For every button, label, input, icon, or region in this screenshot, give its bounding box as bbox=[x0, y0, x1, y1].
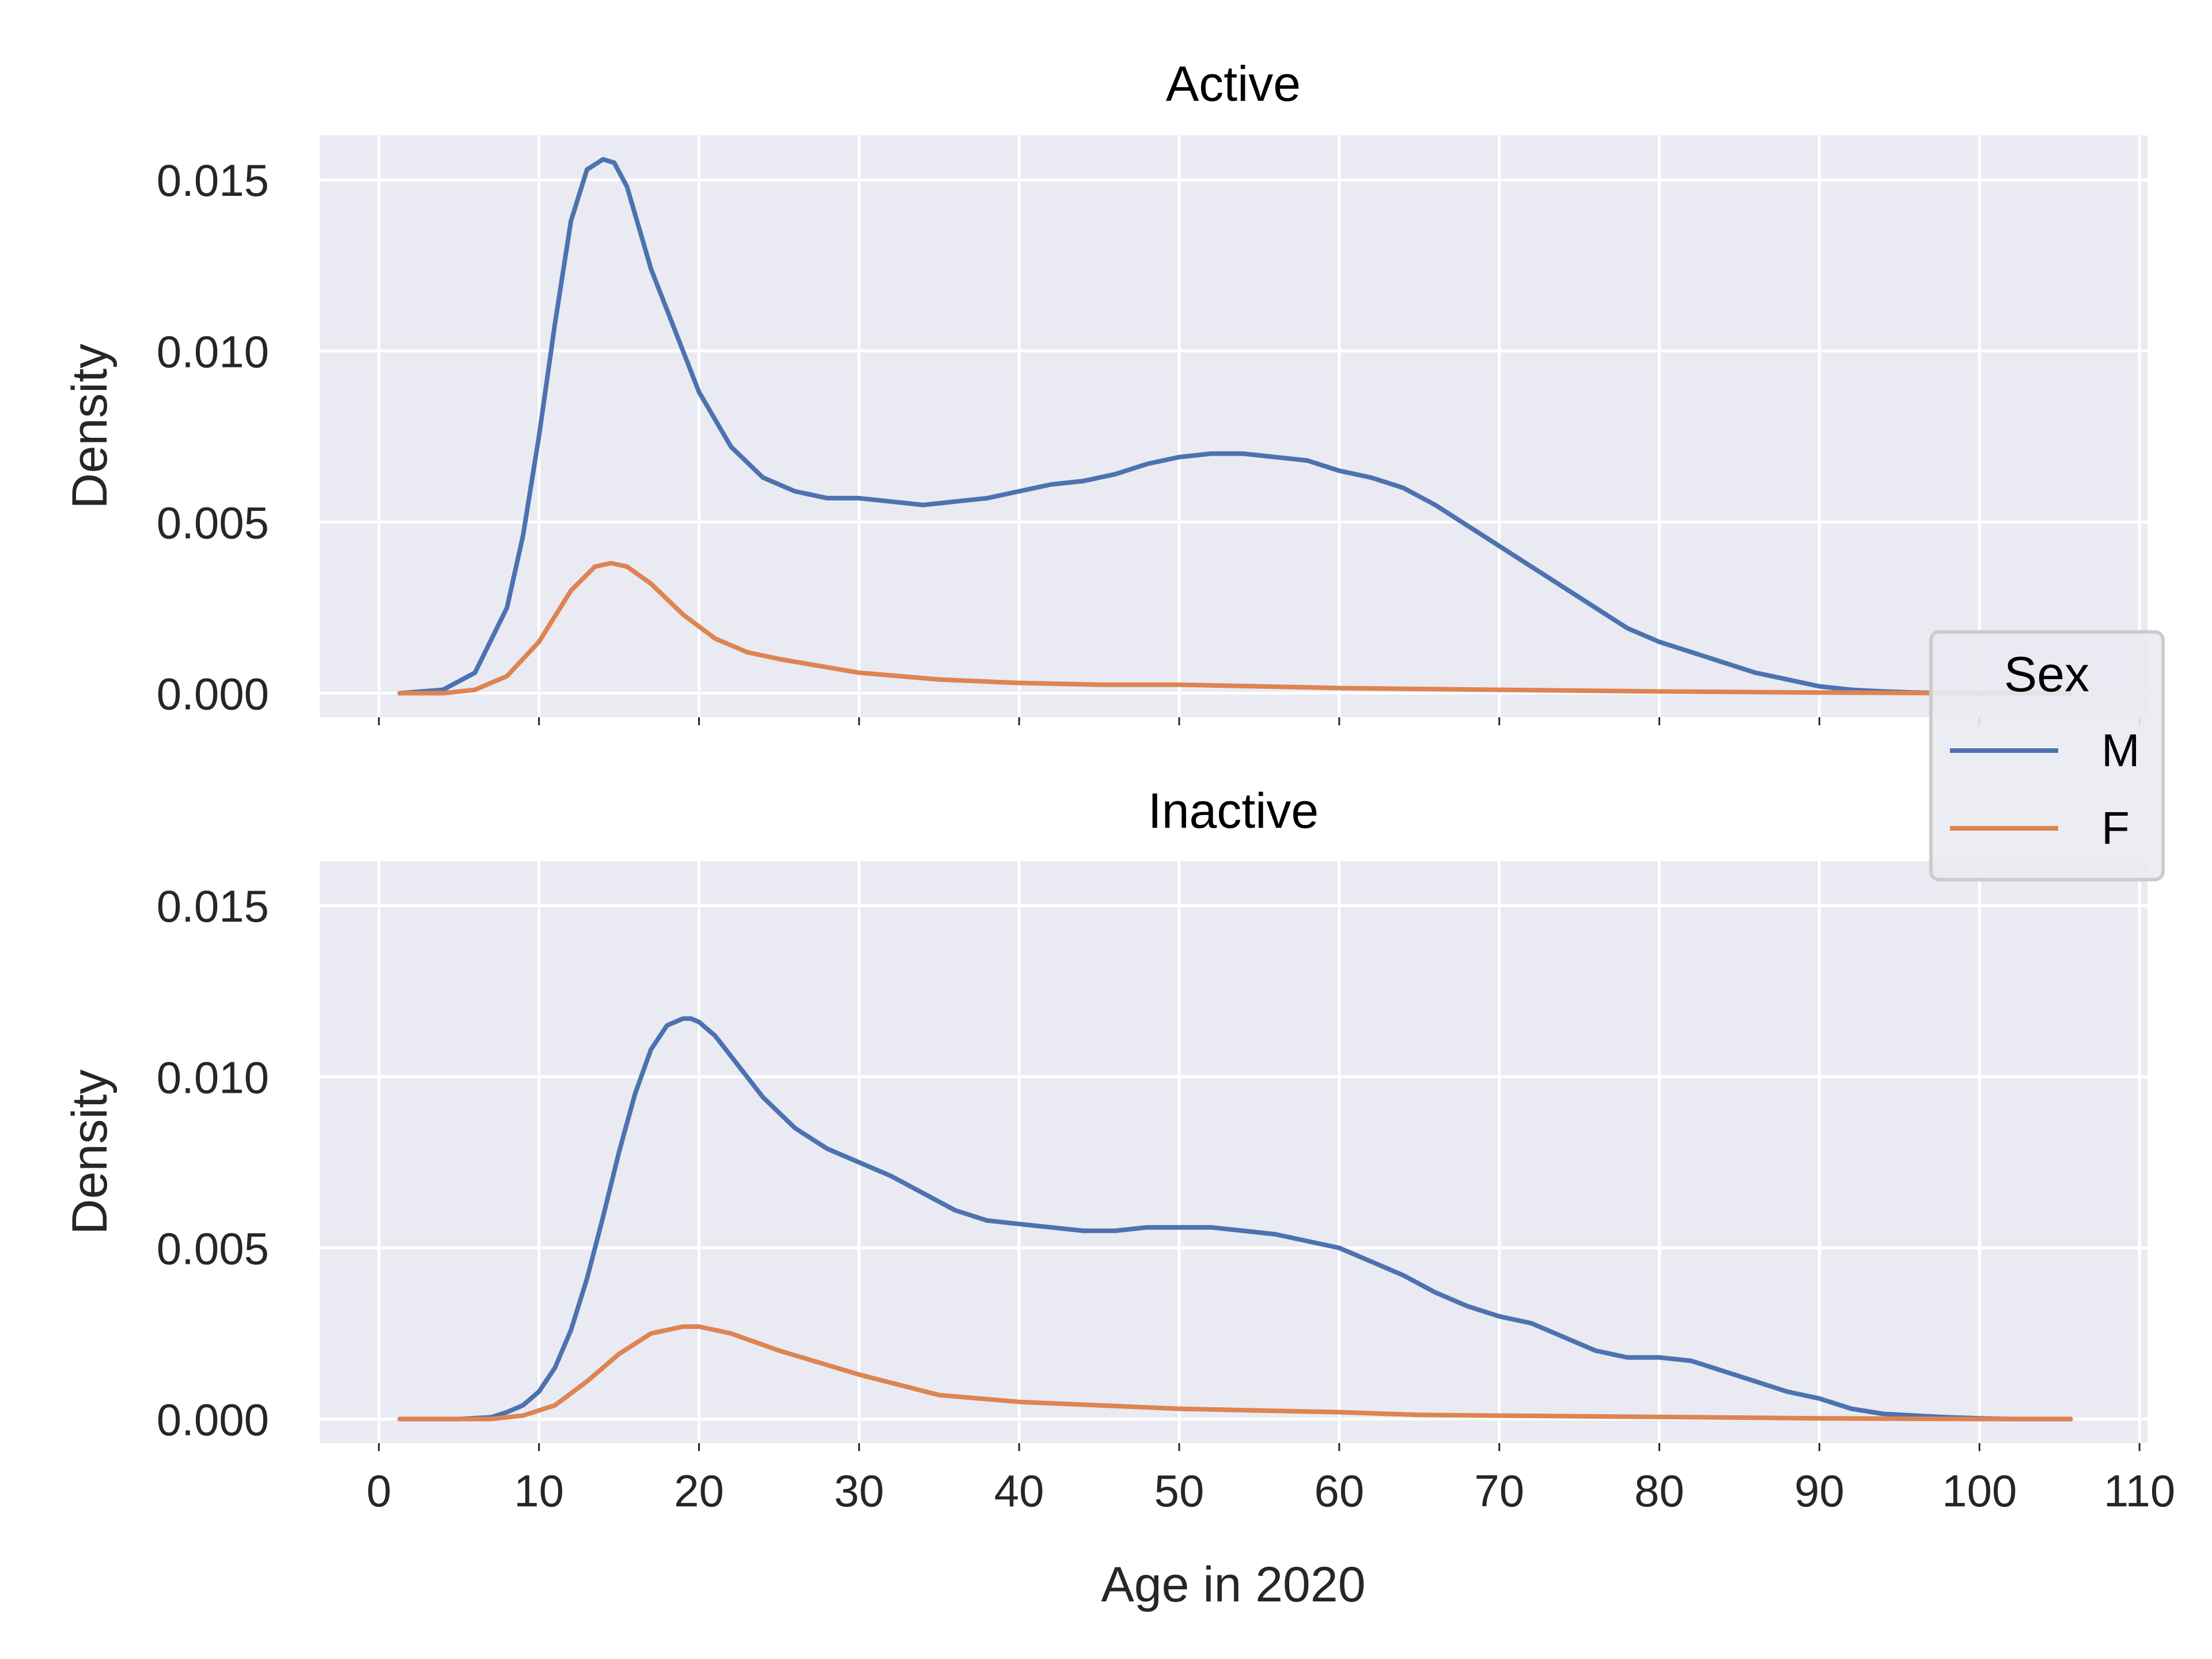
y-tick-label: 0.000 bbox=[157, 1394, 269, 1445]
y-tick-label: 0.010 bbox=[157, 326, 269, 377]
legend-label-m: M bbox=[2101, 725, 2140, 776]
x-tick-label: 90 bbox=[1794, 1465, 1844, 1516]
series-line-f bbox=[397, 1324, 2073, 1422]
series-lines-active bbox=[397, 157, 2073, 696]
ticks-active: 0.000 0.005 0.010 0.015 bbox=[157, 155, 2141, 725]
panel-title-active: Active bbox=[1166, 56, 1301, 112]
gridlines-inactive bbox=[320, 861, 2147, 1443]
series-lines-inactive bbox=[397, 1016, 2073, 1422]
legend-title: Sex bbox=[2004, 647, 2089, 702]
x-tick-label: 30 bbox=[834, 1465, 884, 1516]
series-line-m bbox=[397, 157, 2073, 696]
y-tick-label: 0.015 bbox=[157, 155, 269, 206]
series-line-f bbox=[397, 560, 2073, 696]
plot-area-inactive bbox=[320, 861, 2147, 1443]
series-line-m bbox=[397, 1016, 2073, 1422]
x-tick-label: 100 bbox=[1942, 1465, 2017, 1516]
y-axis-label-inactive: Density bbox=[62, 1070, 118, 1235]
x-tick-label: 50 bbox=[1154, 1465, 1205, 1516]
legend: Sex M F bbox=[1929, 630, 2165, 881]
ticks-inactive: 0 10 20 30 40 50 60 70 80 90 100 110 0.000 0.005 0.010… bbox=[157, 881, 2175, 1516]
x-tick-label: 20 bbox=[674, 1465, 724, 1516]
x-axis-label: Age in 2020 bbox=[1101, 1557, 1365, 1612]
y-axis-label-active: Density bbox=[62, 344, 118, 509]
y-tick-label: 0.010 bbox=[157, 1052, 269, 1103]
legend-box bbox=[1929, 630, 2165, 881]
panel-active: 0.000 0.005 0.010 0.015 Active Density bbox=[62, 56, 2147, 725]
x-tick-label: 40 bbox=[994, 1465, 1044, 1516]
x-tick-label: 0 bbox=[366, 1465, 391, 1516]
y-tick-label: 0.005 bbox=[157, 1223, 269, 1274]
y-tick-label: 0.000 bbox=[157, 668, 269, 719]
x-tick-label: 10 bbox=[514, 1465, 564, 1516]
legend-label-f: F bbox=[2101, 802, 2130, 854]
x-tick-label: 110 bbox=[2104, 1465, 2175, 1516]
x-tick-label: 70 bbox=[1474, 1465, 1524, 1516]
y-tick-label: 0.015 bbox=[157, 881, 269, 931]
plot-area-active bbox=[320, 135, 2147, 717]
panel-title-inactive: Inactive bbox=[1148, 783, 1319, 839]
x-tick-label: 80 bbox=[1634, 1465, 1684, 1516]
panel-inactive: 0 10 20 30 40 50 60 70 80 90 100 110 0.000 0.005 0.010… bbox=[62, 783, 2175, 1612]
x-tick-label: 60 bbox=[1314, 1465, 1364, 1516]
y-tick-label: 0.005 bbox=[157, 497, 269, 548]
